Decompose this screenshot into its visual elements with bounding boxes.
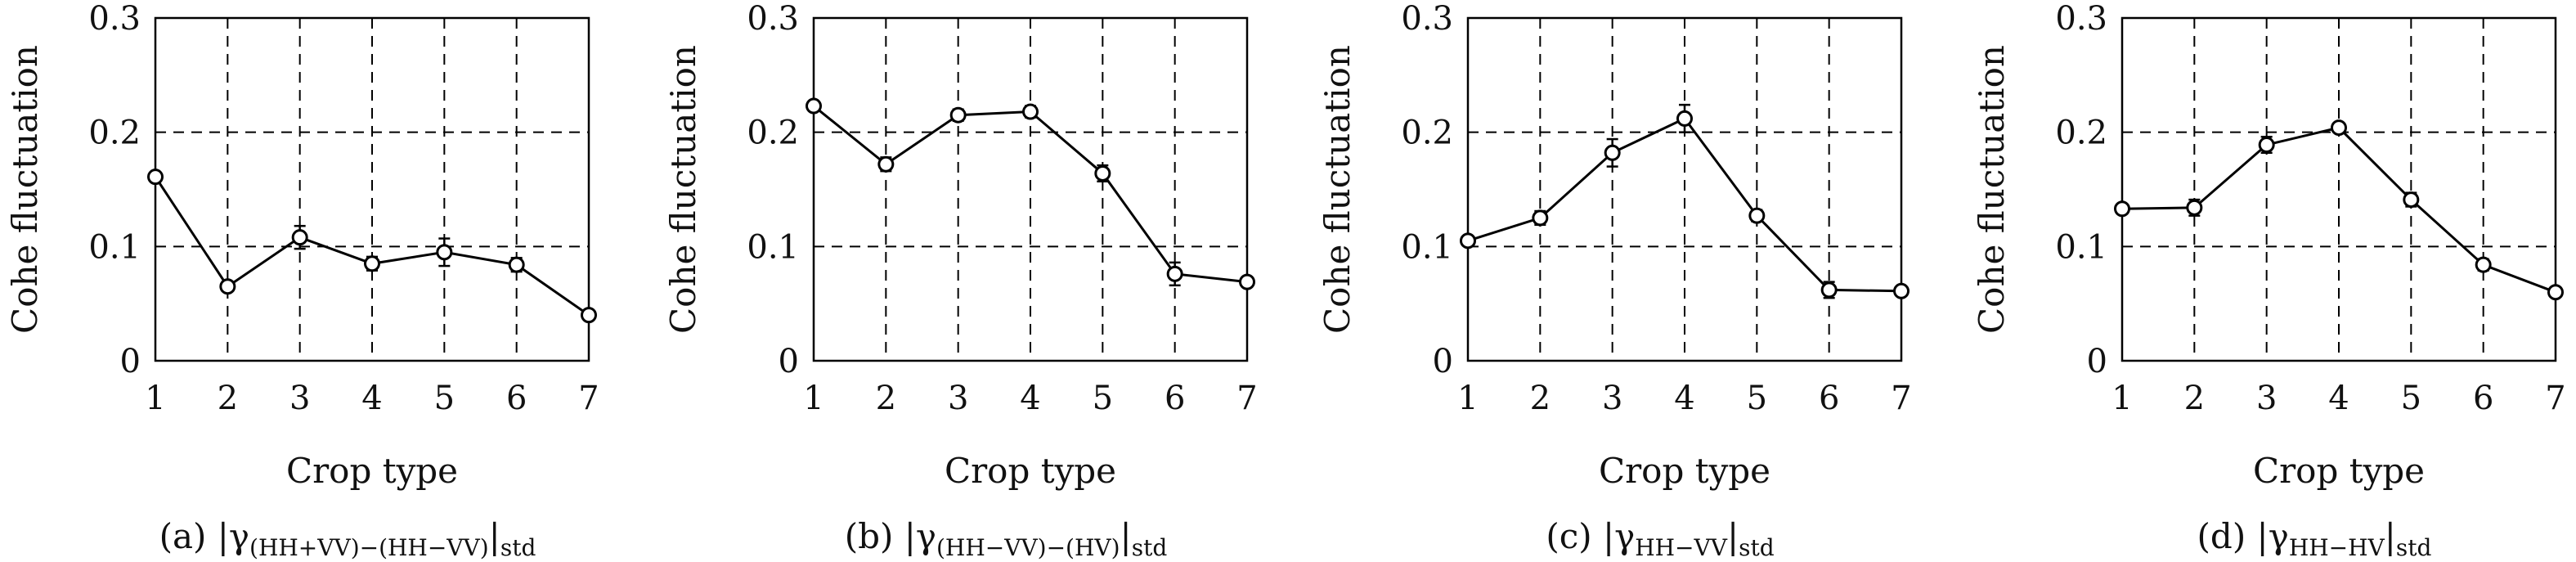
- y-axis-label: Cohe fluctuation: [663, 45, 703, 334]
- x-tick-label: 7: [2545, 380, 2565, 417]
- x-tick-label: 5: [1747, 380, 1767, 417]
- y-tick-label: 0.3: [88, 0, 141, 38]
- chart-panel: 1 2 3 4 5 6 7 0 0.1 0.2 0.3 Crop type Cohe fluctuati…: [1972, 0, 2566, 561]
- x-tick-label: 1: [2112, 380, 2132, 417]
- y-axis-label: Cohe fluctuation: [1972, 45, 2012, 334]
- panel-caption: (a) |γ(HH+VV)−(HH−VV)|std: [159, 516, 536, 561]
- data-point: [1022, 103, 1039, 120]
- data-point: [806, 97, 822, 115]
- data-point: [1094, 164, 1111, 182]
- y-tick-label: 0.1: [747, 228, 799, 266]
- y-axis-label: Cohe fluctuation: [5, 45, 45, 334]
- data-point: [1532, 209, 1549, 227]
- plot-frame: [2120, 16, 2557, 362]
- data-point: [1676, 110, 1693, 127]
- y-axis-label: Cohe fluctuation: [1317, 45, 1358, 334]
- y-tick-label: 0.2: [1401, 115, 1453, 152]
- y-tick-label: 0.3: [2055, 0, 2107, 38]
- x-tick-label: 6: [1165, 380, 1185, 417]
- chart-panel: 1 2 3 4 5 6 7 0 0.1 0.2 0.3 Crop type Cohe fluctuati…: [663, 0, 1258, 561]
- data-point: [2403, 191, 2420, 209]
- x-axis-label: Crop type: [286, 451, 458, 491]
- plot-frame: [154, 16, 590, 362]
- x-tick-label: 6: [2473, 380, 2493, 417]
- y-tick-label: 0: [120, 343, 141, 380]
- x-tick-label: 3: [948, 380, 968, 417]
- x-tick-label: 5: [1093, 380, 1113, 417]
- data-point: [1820, 281, 1838, 299]
- x-tick-label: 3: [1602, 380, 1622, 417]
- x-tick-label: 7: [1891, 380, 1911, 417]
- data-point: [364, 255, 380, 272]
- data-point: [949, 106, 967, 124]
- x-axis-label: Crop type: [1599, 451, 1770, 491]
- panel-caption: (b) |γ(HH−VV)−(HV)|std: [845, 516, 1168, 561]
- data-point: [2331, 119, 2347, 137]
- y-tick-label: 0.2: [747, 115, 799, 152]
- x-tick-label: 3: [289, 380, 310, 417]
- x-tick-label: 5: [2401, 380, 2421, 417]
- data-point: [219, 278, 236, 295]
- x-tick-label: 1: [803, 380, 824, 417]
- data-point: [1893, 282, 1910, 299]
- data-point: [508, 256, 525, 273]
- data-point: [581, 307, 597, 324]
- y-tick-label: 0: [779, 343, 799, 380]
- data-point: [2475, 256, 2492, 273]
- y-tick-label: 0.1: [88, 228, 141, 266]
- data-point: [2258, 137, 2275, 154]
- y-tick-label: 0.1: [2055, 228, 2107, 266]
- y-tick-label: 0.3: [747, 0, 799, 38]
- x-axis-label: Crop type: [945, 451, 1116, 491]
- data-point: [147, 169, 164, 186]
- panel-caption: (d) |γHH−HV|std: [2197, 516, 2432, 561]
- data-point: [877, 155, 895, 173]
- data-point: [2547, 284, 2564, 301]
- x-tick-label: 2: [876, 380, 896, 417]
- plot-frame: [812, 16, 1249, 362]
- data-point: [1604, 144, 1621, 161]
- y-tick-label: 0.2: [88, 115, 141, 152]
- y-tick-label: 0.1: [1401, 228, 1453, 266]
- x-tick-label: 7: [578, 380, 599, 417]
- x-tick-label: 4: [1020, 380, 1040, 417]
- plot-frame: [1466, 16, 1903, 362]
- data-point: [2114, 200, 2130, 218]
- data-point: [291, 229, 308, 246]
- chart-panel: 1 2 3 4 5 6 7 0 0.1 0.2 0.3 Crop type Cohe fluctuati…: [5, 0, 599, 561]
- x-tick-label: 4: [2328, 380, 2349, 417]
- x-tick-label: 4: [1674, 380, 1694, 417]
- x-tick-label: 2: [1530, 380, 1551, 417]
- y-tick-label: 0.2: [2055, 115, 2107, 152]
- x-tick-label: 2: [2184, 380, 2205, 417]
- x-tick-label: 6: [506, 380, 527, 417]
- x-tick-label: 7: [1236, 380, 1257, 417]
- data-point: [2186, 199, 2203, 216]
- y-tick-label: 0: [1433, 343, 1453, 380]
- x-tick-label: 1: [1457, 380, 1478, 417]
- x-tick-label: 6: [1819, 380, 1839, 417]
- data-point: [1166, 265, 1183, 282]
- x-tick-label: 3: [2256, 380, 2277, 417]
- data-point: [1460, 232, 1476, 250]
- x-axis-label: Crop type: [2253, 451, 2425, 491]
- x-tick-label: 2: [218, 380, 238, 417]
- data-point: [436, 244, 453, 261]
- data-point: [1239, 273, 1255, 290]
- panel-caption: (c) |γHH−VV|std: [1546, 516, 1774, 561]
- x-tick-label: 1: [145, 380, 165, 417]
- data-point: [1748, 207, 1766, 224]
- chart-panel: 1 2 3 4 5 6 7 0 0.1 0.2 0.3 Crop type Cohe fluctuati…: [1317, 0, 1912, 561]
- x-tick-label: 5: [434, 380, 455, 417]
- y-tick-label: 0.3: [1401, 0, 1453, 38]
- y-tick-label: 0: [2087, 343, 2107, 380]
- x-tick-label: 4: [361, 380, 382, 417]
